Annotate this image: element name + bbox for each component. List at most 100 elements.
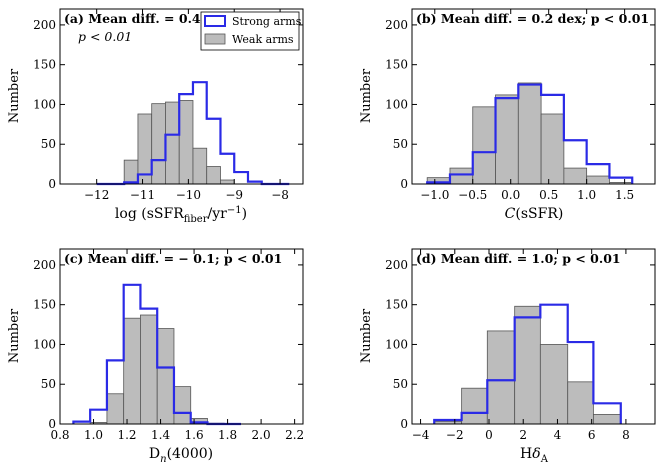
y-tick-label-b-2: 100: [385, 97, 408, 111]
weak-arms-bars: [123, 100, 235, 185]
x-axis-label-a: log (sSFRfiber/yr−1): [115, 205, 247, 225]
weak-bar-d-6: [592, 414, 622, 425]
weak-bar-b-4: [517, 82, 542, 185]
x-axis-label-b: C(sSFR): [505, 206, 564, 222]
x-tick-label-a-2: −10: [176, 188, 201, 202]
y-tick-label-d-2: 100: [385, 337, 408, 351]
x-tick-label-d-2: 0: [485, 428, 493, 442]
x-tick-label-c-6: 2.0: [252, 428, 271, 442]
weak-bar-a-5: [165, 101, 180, 185]
panel-c: 0.8 1.0 1.2 1.4 1.6 1.8 2.0 2.2 0 50 100 150 200 Num…: [7, 248, 304, 465]
x-tick-label-d-6: 8: [622, 428, 630, 442]
x-tick-label-b-2: 0.0: [501, 188, 520, 202]
annotation-a-pvalue: p < 0.01: [78, 29, 132, 44]
ticks-a: −12 −11 −10 −9 −8 0 50 100 150 200: [33, 9, 303, 202]
weak-bar-b-7: [586, 175, 610, 185]
strong-step-line-a: [96, 81, 290, 186]
x-tick-label-b-0: −1.0: [420, 188, 449, 202]
panel-d: −4 −2 0 2 4 6 8 0 50 100 150 200 Number HδA (d) Mea…: [359, 248, 656, 465]
weak-bar-b-2: [472, 106, 496, 185]
y-tick-label-d-4: 200: [385, 258, 408, 272]
x-tick-label-c-3: 1.4: [151, 428, 170, 442]
weak-bar-c-2: [106, 393, 125, 425]
x-tick-label-c-1: 1.0: [84, 428, 103, 442]
y-axis-label-c: Number: [7, 308, 22, 363]
weak-bar-b-3: [495, 94, 519, 185]
x-tick-label-d-1: −2: [446, 428, 464, 442]
weak-bar-c-6: [173, 386, 192, 425]
y-tick-label-d-1: 50: [393, 377, 408, 391]
x-tick-label-d-5: 6: [588, 428, 596, 442]
plot-frame-a: [59, 8, 304, 185]
plot-frame-d: [411, 248, 656, 425]
weak-arms-bars: [426, 82, 633, 185]
x-tick-label-d-4: 4: [554, 428, 562, 442]
legend-strong-swatch: [204, 15, 226, 27]
y-axis-label-a: Number: [7, 68, 22, 123]
y-tick-label-a-1: 50: [41, 137, 56, 151]
y-axis-label-d: Number: [359, 308, 374, 363]
weak-bar-b-1: [449, 167, 474, 185]
x-tick-label-a-3: −9: [225, 188, 243, 202]
strong-arms-step: [426, 83, 634, 184]
x-tick-label-d-3: 2: [519, 428, 527, 442]
y-tick-label-b-1: 50: [393, 137, 408, 151]
plot-frame-c: [59, 248, 304, 425]
annotation-b: (b) Mean diff. = 0.2 dex; p < 0.01: [416, 11, 649, 26]
legend-weak-label: Weak arms: [232, 33, 294, 46]
x-tick-label-c-7: 2.2: [285, 428, 304, 442]
strong-step-line-b: [426, 83, 634, 184]
strong-step-line-d: [433, 303, 622, 424]
weak-bar-a-7: [192, 147, 208, 185]
plot-frame-b: [411, 8, 656, 185]
x-tick-label-c-0: 0.8: [50, 428, 69, 442]
weak-bar-b-6: [563, 167, 588, 185]
y-tick-label-c-3: 150: [33, 298, 56, 312]
weak-bar-d-1: [461, 387, 488, 425]
weak-bar-a-4: [151, 103, 166, 185]
weak-bar-a-9: [220, 179, 235, 185]
y-tick-label-b-0: 0: [400, 177, 408, 191]
annotation-c: (c) Mean diff. = − 0.1; p < 0.01: [64, 251, 282, 266]
strong-arms-step: [433, 303, 622, 424]
weak-bar-c-5: [156, 328, 175, 425]
y-tick-label-d-0: 0: [400, 417, 408, 431]
strong-step-line-c: [72, 283, 241, 426]
y-tick-label-c-2: 100: [33, 337, 56, 351]
weak-bar-d-5: [567, 381, 594, 425]
weak-bar-a-6: [178, 100, 194, 185]
x-tick-label-c-4: 1.6: [185, 428, 204, 442]
y-axis-label-b: Number: [359, 68, 374, 123]
ticks-c: 0.8 1.0 1.2 1.4 1.6 1.8 2.0 2.2 0 50 100 150 200: [33, 249, 304, 442]
y-tick-label-c-0: 0: [48, 417, 56, 431]
legend-strong-label: Strong arms: [232, 15, 302, 28]
ticks-b: −1.0 −0.5 0.0 0.5 1.0 1.5 0 50 100 150 200: [385, 9, 655, 202]
panel-a: −12 −11 −10 −9 −8 0 50 100 150 200 Number log (sS…: [7, 8, 304, 225]
y-tick-label-b-3: 150: [385, 58, 408, 72]
weak-arms-bars: [433, 305, 622, 425]
weak-arms-bars: [89, 314, 225, 425]
x-tick-label-b-4: 1.0: [577, 188, 596, 202]
y-tick-label-b-4: 200: [385, 18, 408, 32]
y-tick-label-c-4: 200: [33, 258, 56, 272]
y-tick-label-a-4: 200: [33, 18, 56, 32]
weak-bar-d-2: [486, 330, 516, 425]
y-tick-label-a-2: 100: [33, 97, 56, 111]
weak-bar-c-3: [123, 317, 141, 425]
x-tick-label-b-1: −0.5: [458, 188, 487, 202]
ticks-d: −4 −2 0 2 4 6 8 0 50 100 150 200: [385, 249, 655, 442]
x-tick-label-b-5: 1.5: [615, 188, 634, 202]
x-axis-label-d: HδA: [520, 446, 549, 465]
legend: Strong arms Weak arms: [200, 11, 302, 51]
y-tick-label-d-3: 150: [385, 298, 408, 312]
x-tick-label-c-5: 1.8: [218, 428, 237, 442]
weak-bar-a-2: [123, 159, 139, 185]
x-axis-label-c: Dn(4000): [149, 446, 213, 465]
legend-weak-swatch: [204, 33, 226, 45]
y-tick-label-a-0: 0: [48, 177, 56, 191]
strong-arms-step: [72, 283, 241, 426]
x-tick-label-d-0: −4: [412, 428, 430, 442]
weak-bar-d-4: [539, 344, 569, 425]
x-tick-label-c-2: 1.2: [117, 428, 136, 442]
